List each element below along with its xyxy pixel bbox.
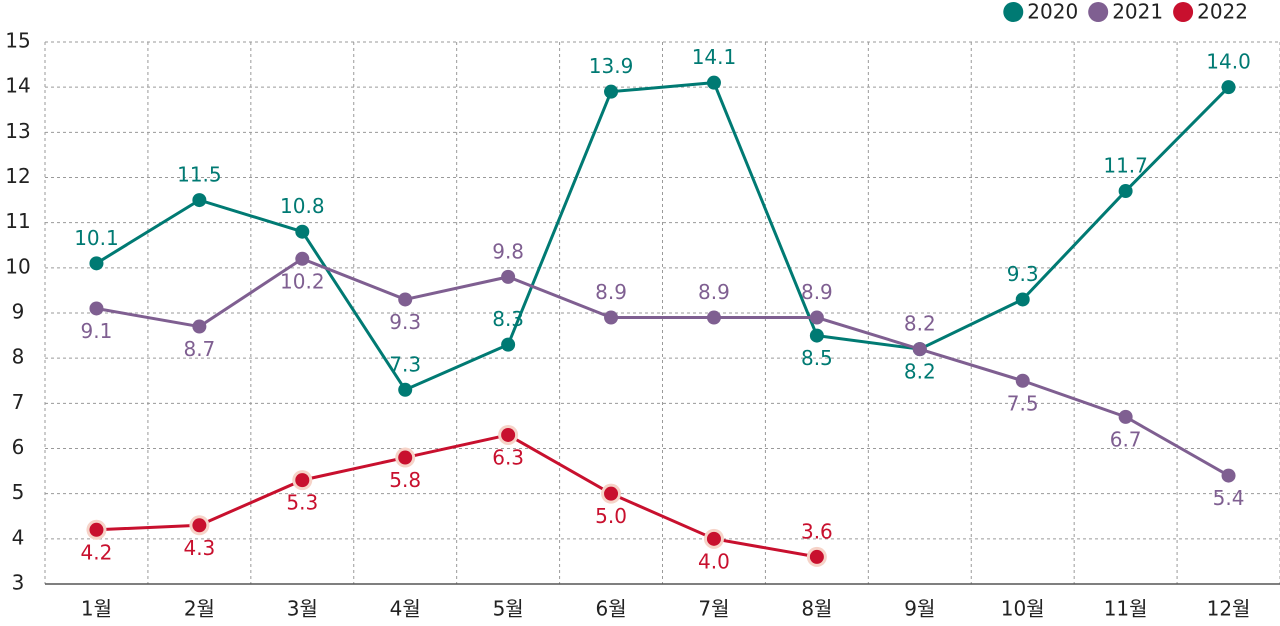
point	[501, 427, 516, 442]
legend-marker	[1088, 2, 1109, 22]
point	[89, 522, 104, 537]
point	[1118, 409, 1133, 424]
y-tick-label: 9	[12, 300, 25, 324]
data-label: 4.3	[183, 536, 215, 560]
point	[398, 292, 413, 307]
data-label: 5.4	[1213, 486, 1245, 510]
point	[192, 193, 207, 208]
data-label: 8.9	[801, 280, 833, 304]
data-label: 8.7	[183, 337, 215, 361]
data-label: 7.3	[389, 352, 421, 376]
legend-label: 2022	[1197, 0, 1248, 24]
x-tick-label: 10월	[1001, 597, 1045, 621]
data-label: 10.2	[280, 269, 325, 293]
y-tick-label: 11	[5, 209, 30, 233]
point	[295, 473, 310, 488]
data-label: 6.7	[1110, 427, 1142, 451]
x-tick-label: 4월	[390, 597, 421, 621]
data-label: 14.1	[692, 45, 737, 69]
point	[1118, 184, 1133, 199]
y-tick-label: 7	[12, 390, 25, 414]
point	[706, 75, 721, 90]
point	[89, 301, 104, 316]
y-tick-label: 4	[12, 525, 25, 549]
data-label: 9.3	[389, 310, 421, 334]
y-tick-label: 15	[5, 29, 30, 53]
point	[398, 382, 413, 397]
data-label: 13.9	[589, 54, 634, 78]
data-label: 8.9	[698, 280, 730, 304]
point	[809, 549, 824, 564]
data-label: 6.3	[492, 445, 524, 469]
point	[1015, 292, 1030, 307]
point	[1221, 80, 1236, 95]
y-tick-label: 8	[12, 345, 25, 369]
data-label: 9.1	[81, 319, 113, 343]
data-label: 5.3	[286, 491, 318, 515]
point	[604, 84, 619, 99]
point	[192, 518, 207, 533]
x-tick-label: 3월	[287, 597, 318, 621]
point	[1015, 373, 1030, 388]
x-tick-label: 2월	[184, 597, 215, 621]
legend-marker	[1003, 2, 1024, 22]
x-tick-label: 9월	[904, 597, 935, 621]
point	[501, 269, 516, 284]
data-label: 4.0	[698, 549, 730, 573]
data-label: 10.1	[74, 226, 119, 250]
point	[706, 531, 721, 546]
point	[809, 310, 824, 325]
point	[604, 310, 619, 325]
data-label: 8.5	[801, 346, 833, 370]
point	[706, 310, 721, 325]
data-label: 9.3	[1007, 262, 1039, 286]
point	[295, 251, 310, 266]
y-tick-label: 10	[5, 254, 30, 278]
x-tick-label: 8월	[801, 597, 832, 621]
data-label: 4.2	[81, 540, 113, 564]
data-label: 7.5	[1007, 391, 1039, 415]
series-line	[96, 257, 1230, 477]
data-label: 10.8	[280, 194, 325, 218]
data-label: 8.3	[492, 307, 524, 331]
data-label: 8.2	[904, 312, 936, 336]
legend-label: 2021	[1112, 0, 1163, 24]
x-tick-label: 5월	[493, 597, 524, 621]
point	[1221, 468, 1236, 483]
point	[295, 224, 310, 239]
data-label: 11.7	[1103, 154, 1148, 178]
data-label: 5.0	[595, 504, 627, 528]
data-label: 5.8	[389, 468, 421, 492]
x-tick-label: 12월	[1207, 597, 1251, 621]
data-label: 14.0	[1206, 50, 1251, 74]
x-tick-label: 1월	[81, 597, 112, 621]
point	[89, 256, 104, 271]
data-label: 11.5	[177, 163, 222, 187]
y-tick-label: 6	[12, 435, 25, 459]
y-tick-label: 3	[12, 571, 25, 595]
point	[809, 328, 824, 343]
data-label: 8.2	[904, 360, 936, 384]
point	[604, 486, 619, 501]
y-tick-label: 14	[5, 74, 30, 98]
legend-marker	[1173, 2, 1194, 22]
data-label: 8.9	[595, 280, 627, 304]
point	[398, 450, 413, 465]
y-tick-label: 12	[5, 164, 30, 188]
data-label: 3.6	[801, 519, 833, 543]
y-tick-label: 5	[12, 480, 25, 504]
legend-label: 2020	[1027, 0, 1078, 24]
series-line	[95, 81, 1230, 392]
point	[501, 337, 516, 352]
x-tick-label: 6월	[595, 597, 626, 621]
point	[912, 342, 927, 357]
y-tick-label: 13	[5, 119, 30, 143]
series-line	[96, 433, 818, 559]
x-tick-label: 11월	[1104, 597, 1148, 621]
x-tick-label: 7월	[698, 597, 729, 621]
data-label: 9.8	[492, 239, 524, 263]
point	[192, 319, 207, 334]
